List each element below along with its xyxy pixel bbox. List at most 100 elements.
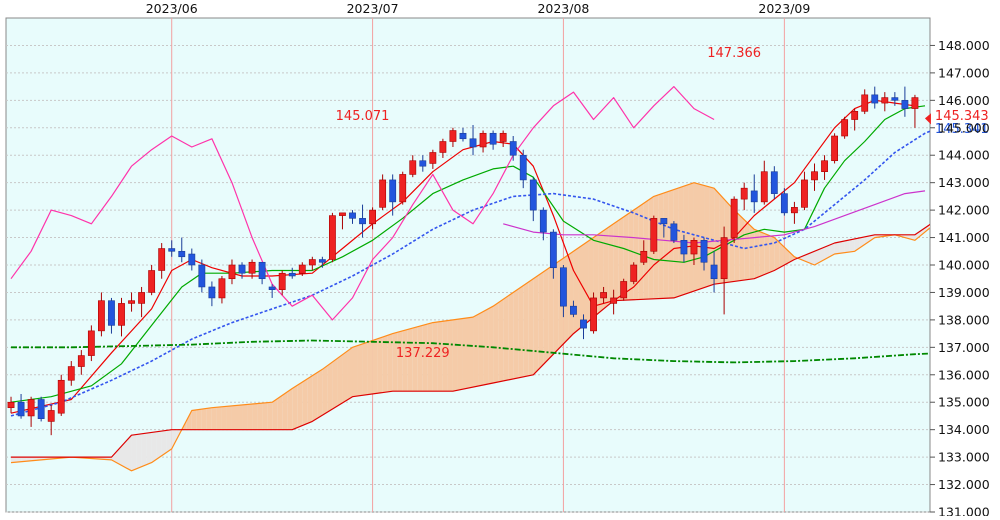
candle-body	[641, 251, 647, 262]
candle-body	[249, 262, 255, 273]
cloud-segment	[614, 220, 619, 300]
y-tick-label: 136.000	[938, 367, 990, 382]
candle-body	[108, 301, 114, 326]
price-annotation: 137.229	[396, 346, 450, 361]
cloud-segment	[689, 183, 694, 293]
y-tick-label: 141.000	[938, 230, 990, 245]
candle-body	[199, 265, 205, 287]
cloud-segment	[262, 403, 267, 430]
cloud-segment	[307, 376, 312, 424]
y-tick-label: 147.000	[938, 65, 990, 80]
cloud-segment	[508, 292, 513, 379]
cloud-segment	[543, 268, 548, 364]
cloud-segment	[553, 262, 558, 355]
candle-body	[400, 174, 406, 201]
y-tick-label: 138.000	[938, 312, 990, 327]
candle-body	[470, 139, 476, 147]
x-tick-label: 2023/06	[146, 1, 198, 16]
cloud-segment	[538, 272, 543, 370]
candle-body	[18, 402, 24, 416]
cloud-segment	[312, 372, 317, 421]
candle-body	[128, 301, 134, 304]
candle-body	[791, 207, 797, 212]
cloud-segment	[272, 399, 277, 430]
candle-body	[540, 210, 546, 232]
cloud-segment	[528, 279, 533, 376]
cloud-segment	[573, 248, 578, 334]
candle-body	[590, 298, 596, 331]
price-annotation: 145.071	[336, 109, 390, 124]
cloud-segment	[332, 358, 337, 409]
candle-body	[269, 287, 275, 290]
cloud-segment	[212, 407, 217, 429]
y-tick-label: 131.000	[938, 505, 990, 517]
cloud-segment	[368, 340, 373, 394]
y-tick-label: 132.000	[938, 477, 990, 492]
candle-body	[801, 180, 807, 207]
candle-body	[882, 98, 888, 103]
cloud-segment	[523, 282, 528, 377]
cloud-segment	[373, 339, 378, 394]
cloud-segment	[498, 299, 503, 382]
cloud-segment	[835, 242, 840, 254]
x-tick-label: 2023/09	[758, 1, 810, 16]
candle-body	[289, 273, 295, 276]
candle-body	[369, 210, 375, 224]
candle-body	[279, 273, 285, 289]
cloud-segment	[147, 432, 152, 464]
candle-body	[169, 249, 175, 252]
cloud-segment	[684, 184, 689, 294]
cloud-segment	[142, 433, 147, 467]
candle-body	[259, 262, 265, 278]
candle-body	[741, 188, 747, 199]
cloud-segment	[644, 200, 649, 299]
candle-body	[309, 260, 315, 265]
candle-body	[299, 265, 305, 273]
candle-body	[329, 216, 335, 260]
y-tick-label: 134.000	[938, 422, 990, 437]
candle-body	[510, 142, 516, 156]
cloud-segment	[548, 265, 553, 359]
y-tick-label: 143.000	[938, 175, 990, 190]
cloud-segment	[845, 240, 850, 253]
candle-body	[520, 155, 526, 180]
cloud-segment	[162, 430, 167, 455]
candle-body	[681, 240, 687, 254]
candle-body	[661, 218, 667, 223]
candle-body	[159, 249, 165, 271]
cloud-segment	[383, 335, 388, 392]
price-annotation: 147.366	[707, 46, 761, 61]
y-tick-label: 144.000	[938, 148, 990, 163]
candle-body	[78, 356, 84, 367]
candle-body	[570, 306, 576, 314]
cloud-segment	[659, 193, 664, 299]
candle-body	[480, 133, 486, 147]
cloud-segment	[152, 432, 157, 463]
cloud-segment	[378, 337, 383, 393]
candle-body	[349, 213, 355, 218]
cloud-segment	[840, 241, 845, 253]
candle-body	[550, 232, 556, 268]
candle-body	[580, 320, 586, 328]
candle-body	[761, 172, 767, 202]
candle-body	[380, 180, 386, 207]
cloud-segment	[242, 405, 247, 430]
x-tick-label: 2023/08	[537, 1, 589, 16]
candle-body	[731, 199, 737, 237]
cloud-segment	[237, 405, 242, 430]
y-tick-label: 140.000	[938, 258, 990, 273]
candle-body	[38, 399, 44, 418]
x-tick-label: 2023/07	[347, 1, 399, 16]
cloud-segment	[704, 185, 709, 287]
candle-body	[691, 240, 697, 254]
candle-body	[600, 292, 606, 297]
candle-body	[359, 218, 365, 223]
candle-body	[701, 240, 707, 262]
cloud-segment	[629, 210, 634, 300]
candle-body	[48, 410, 54, 421]
cloud-segment	[769, 235, 774, 272]
cloud-segment	[764, 233, 769, 274]
cloud-segment	[759, 231, 764, 276]
candle-body	[58, 380, 64, 413]
